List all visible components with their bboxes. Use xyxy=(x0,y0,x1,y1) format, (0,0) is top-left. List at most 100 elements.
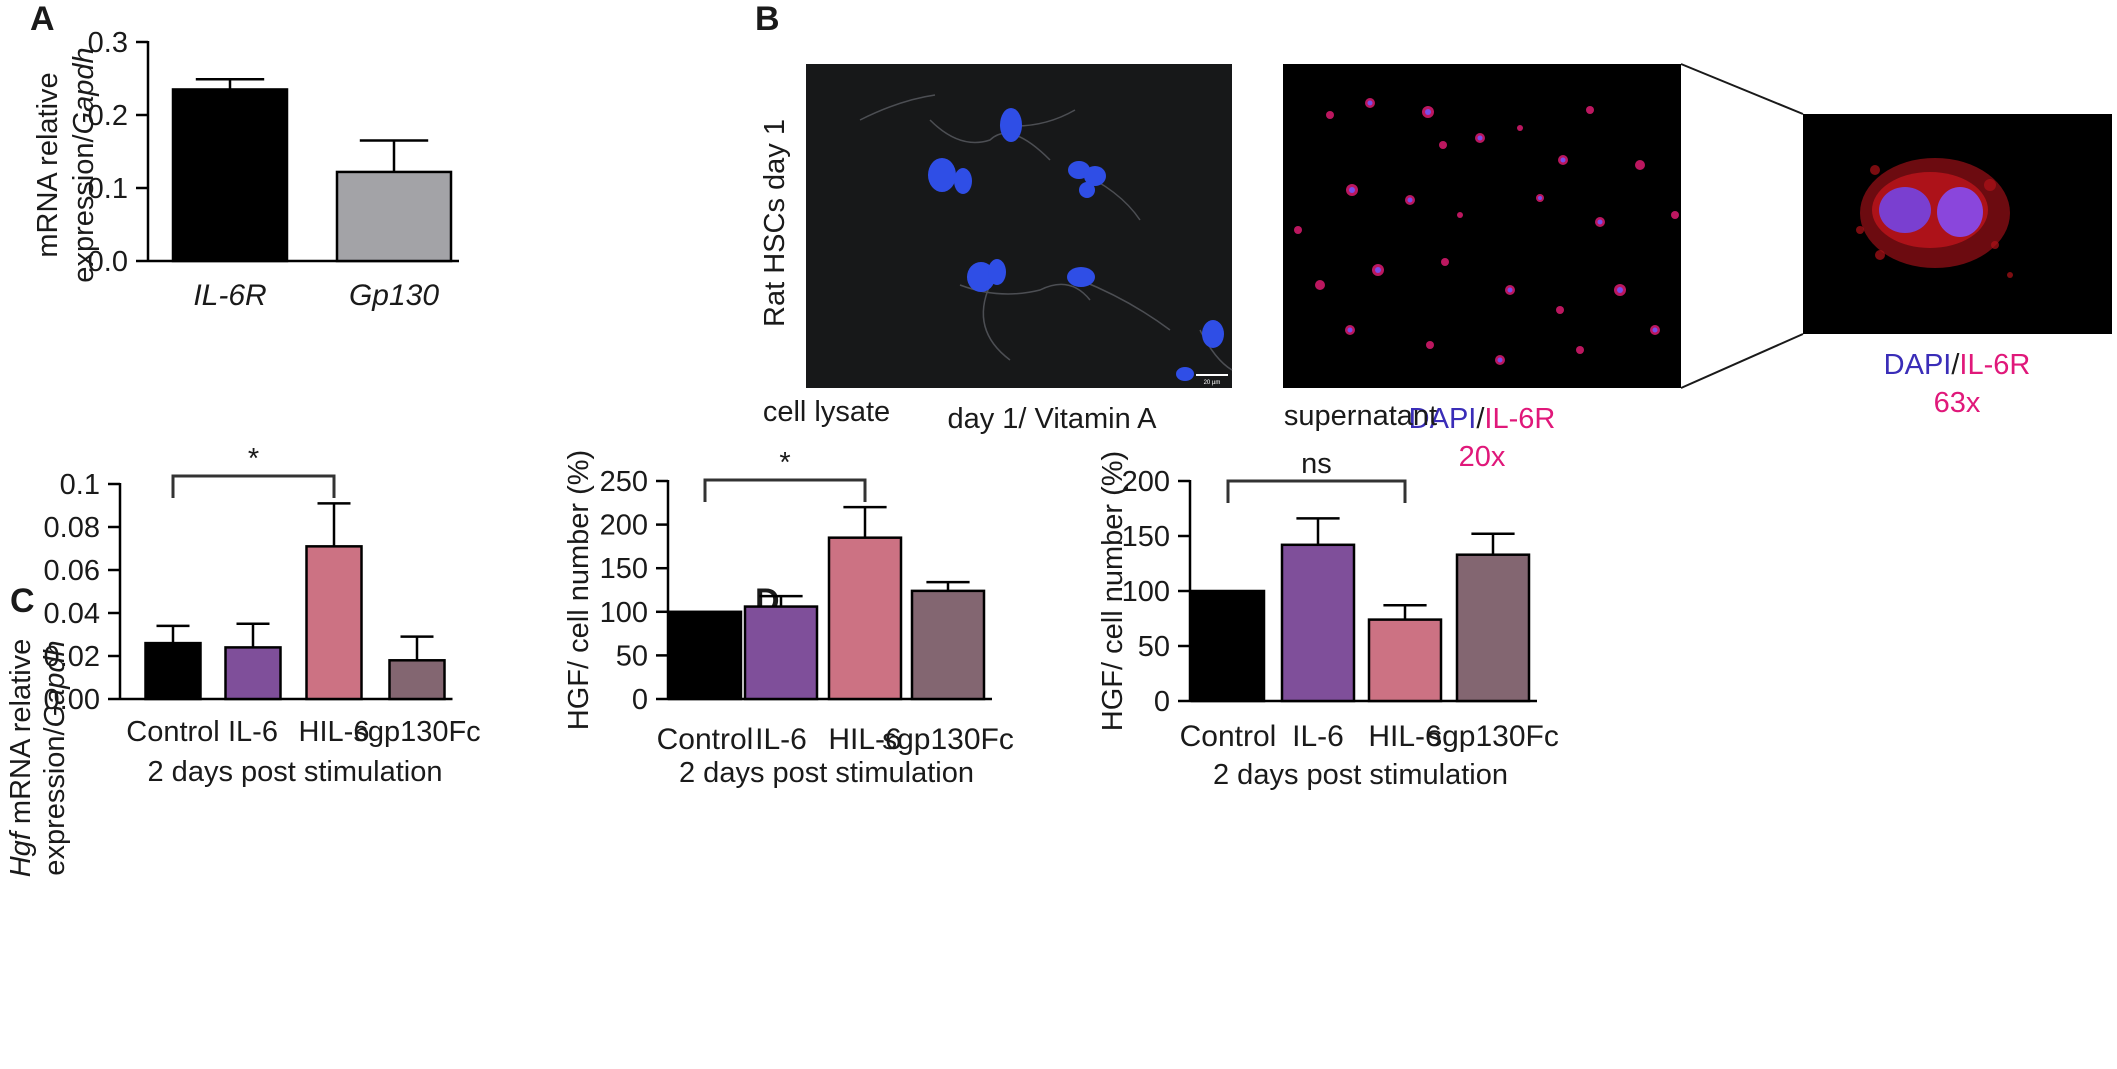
y-tick-label-d-5: 250 xyxy=(600,466,648,498)
bar-c-1 xyxy=(224,646,282,701)
x-tick-label-c-3: sgp130Fc xyxy=(353,716,480,748)
bar-c-3 xyxy=(388,659,446,701)
x-tick-label-d-0: Control xyxy=(657,723,754,756)
y-tick-label-a-3: 0.3 xyxy=(88,27,128,59)
bar-d-0 xyxy=(667,610,743,701)
chart-c-marks: * xyxy=(144,443,446,701)
stain-il6r-label: IL-6R xyxy=(1484,403,1555,435)
y-tick-label-d-1: 50 xyxy=(616,640,648,672)
micrograph-63x-magnification: 63x xyxy=(1934,387,1981,419)
micrograph-20x-bg xyxy=(1283,64,1681,388)
zoom-line-bottom xyxy=(1680,333,1804,389)
chart-c-ylabel-line2-prefix: expression/ xyxy=(39,726,71,875)
significance-label-d: * xyxy=(779,447,790,479)
micrograph-20x-magnification: 20x xyxy=(1459,441,1506,473)
x-tick-label-a-1: Gp130 xyxy=(349,279,439,312)
panel-letter-b: B xyxy=(755,0,780,38)
y-tick-label-e-0: 0 xyxy=(1154,686,1170,718)
x-tick-label-d-2: HIL-6 xyxy=(828,723,901,756)
stain-dapi-label-63x: DAPI xyxy=(1884,349,1952,381)
y-axis-title-d: HGF/ cell number (%) xyxy=(563,450,595,730)
chart-a-ylabel-line2-italic: Gapdh xyxy=(68,47,100,134)
y-tick-label-e-1: 50 xyxy=(1138,631,1170,663)
chart-a: IL-6R Gp130 0.0 0.1 0.2 0.3 mRNA relative exp… xyxy=(32,27,459,312)
x-tick-label-e-3: sgp130Fc xyxy=(1427,720,1559,753)
bar-d-1 xyxy=(743,605,819,701)
chart-a-marks xyxy=(171,77,453,263)
bar-d-3 xyxy=(910,589,986,701)
micrograph-side-label: Rat HSCs day 1 xyxy=(759,119,791,327)
stain-il6r-label-63x: IL-6R xyxy=(1959,349,2030,381)
x-tick-label-a-0: IL-6R xyxy=(193,279,266,312)
bar-e-3 xyxy=(1455,553,1531,703)
chart-a-ylabel-2: expression/Gapdh xyxy=(68,47,100,282)
chart-c-ylabel: Hgf mRNA relative xyxy=(5,639,37,878)
x-tick-label-c-1: IL-6 xyxy=(228,716,278,748)
micrograph-63x-stain-label: DAPI/IL-6R xyxy=(1884,349,2031,381)
y-tick-label-d-3: 150 xyxy=(600,553,648,585)
chart-c-ylabel-line2-italic: Gapdh xyxy=(39,640,71,727)
x-tick-label-c-2: HIL-6 xyxy=(299,716,370,748)
chart-a-ylabel-line1: mRNA relative xyxy=(32,72,64,257)
micrograph-vitamin-a: 20 µm xyxy=(806,64,1233,388)
panel-letter-a: A xyxy=(30,0,55,38)
significance-bracket-e xyxy=(1226,479,1407,503)
x-axis-title-e: 2 days post stimulation xyxy=(1213,759,1508,791)
y-tick-label-c-4: 0.08 xyxy=(44,512,100,544)
scale-bar xyxy=(1196,374,1228,376)
chart-a-axes: IL-6R Gp130 0.0 0.1 0.2 0.3 xyxy=(88,27,459,312)
stain-separator-63x: / xyxy=(1951,349,1960,381)
x-tick-label-e-2: HIL-6 xyxy=(1368,720,1441,753)
chart-a-ylabel: mRNA relative xyxy=(32,72,64,257)
stained-cells-63x xyxy=(1856,158,2013,278)
micrograph-vitamin-a-caption: day 1/ Vitamin A xyxy=(947,403,1157,435)
chart-a-ylabel-line2-prefix: expression/ xyxy=(68,133,100,282)
vitamin-a-droplets xyxy=(928,108,1224,381)
bar-e-0 xyxy=(1190,589,1266,703)
chart-c-ylabel-rest: mRNA relative xyxy=(5,639,37,832)
y-tick-label-e-2: 100 xyxy=(1122,576,1170,608)
chart-c-ylabel-2: expression/Gapdh xyxy=(39,640,71,875)
y-tick-label-d-2: 100 xyxy=(600,597,648,629)
micrograph-vitamin-a-bg xyxy=(806,64,1232,388)
chart-title-e: supernatant xyxy=(1284,400,1437,432)
panel-letter-c: C xyxy=(10,582,35,620)
significance-bracket-c xyxy=(171,474,336,498)
micrograph-dapi-il6r-63x xyxy=(1803,114,2112,334)
bar-d-2 xyxy=(827,536,903,701)
significance-label-c: * xyxy=(248,443,259,475)
micrograph-20x-stain-label: DAPI/IL-6R xyxy=(1409,403,1556,435)
chart-e-marks: ns xyxy=(1190,448,1531,703)
bar-c-0 xyxy=(144,641,202,701)
y-tick-label-d-4: 200 xyxy=(600,510,648,542)
bar-a-1 xyxy=(335,170,453,263)
y-tick-label-d-0: 0 xyxy=(632,684,648,716)
y-axis-title-e: HGF/ cell number (%) xyxy=(1097,451,1129,731)
y-tick-label-c-2: 0.04 xyxy=(44,598,100,630)
y-tick-label-a-2: 0.2 xyxy=(88,100,128,132)
stained-cells-20x xyxy=(1294,98,1679,365)
bar-e-2 xyxy=(1367,618,1443,703)
y-tick-label-a-1: 0.1 xyxy=(88,173,128,205)
x-tick-label-e-1: IL-6 xyxy=(1292,720,1344,753)
bar-e-1 xyxy=(1280,543,1356,703)
y-tick-label-a-0: 0.0 xyxy=(88,246,128,278)
micrograph-dapi-il6r-20x xyxy=(1283,64,1681,388)
scale-bar-label: 20 µm xyxy=(1204,380,1221,386)
zoom-line-top xyxy=(1680,63,1804,115)
bar-a-0 xyxy=(171,88,289,263)
significance-label-e: ns xyxy=(1301,448,1332,480)
x-axis-title-d: 2 days post stimulation xyxy=(679,757,974,789)
y-tick-label-c-5: 0.1 xyxy=(60,469,100,501)
y-tick-label-e-3: 150 xyxy=(1122,521,1170,553)
significance-bracket-d xyxy=(703,478,867,502)
x-tick-label-e-0: Control xyxy=(1180,720,1277,753)
chart-title-d: cell lysate xyxy=(763,396,890,428)
y-tick-label-c-1: 0.02 xyxy=(44,641,100,673)
stain-dapi-label: DAPI xyxy=(1409,403,1477,435)
